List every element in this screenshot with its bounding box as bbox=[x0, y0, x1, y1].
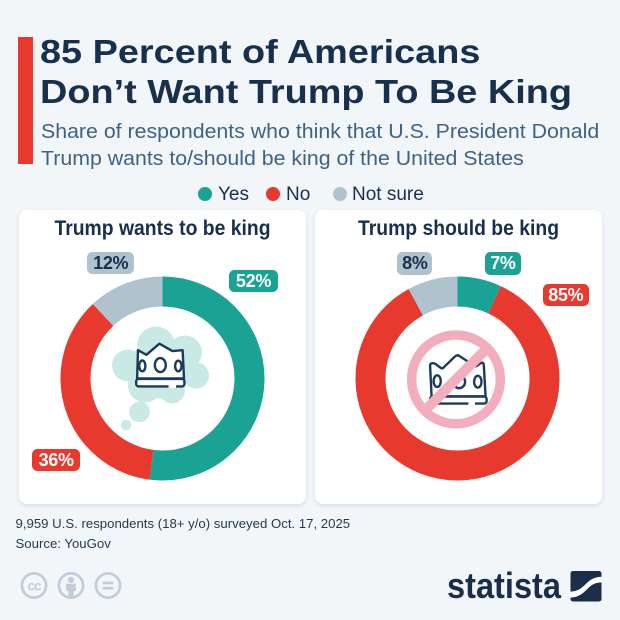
svg-text:statista: statista bbox=[447, 566, 562, 606]
svg-text:cc: cc bbox=[27, 578, 42, 593]
